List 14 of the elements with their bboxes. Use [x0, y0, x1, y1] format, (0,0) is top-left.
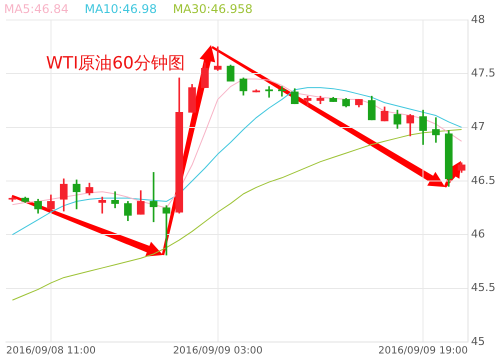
- y-tick-label: 45.5: [471, 281, 496, 294]
- y-tick-label: 47: [471, 120, 485, 134]
- text: MA30:46.958: [172, 2, 253, 16]
- x-tick-label: 2016/09/09 19:00: [378, 346, 468, 357]
- text: MA5:46.84: [4, 2, 69, 16]
- y-tick-label: 46.5: [471, 174, 496, 187]
- y-tick-label: 46: [471, 228, 485, 241]
- y-tick-label: 45: [471, 334, 485, 348]
- text: WTI原油60分钟图: [46, 53, 185, 74]
- y-tick-label: 48: [471, 12, 485, 26]
- text: MA10:46.98: [84, 2, 157, 16]
- y-tick-label: 47.5: [471, 66, 496, 80]
- x-tick-label: 2016/09/09 03:00: [172, 346, 263, 357]
- x-tick-label: 2016/09/08 11:00: [6, 346, 96, 357]
